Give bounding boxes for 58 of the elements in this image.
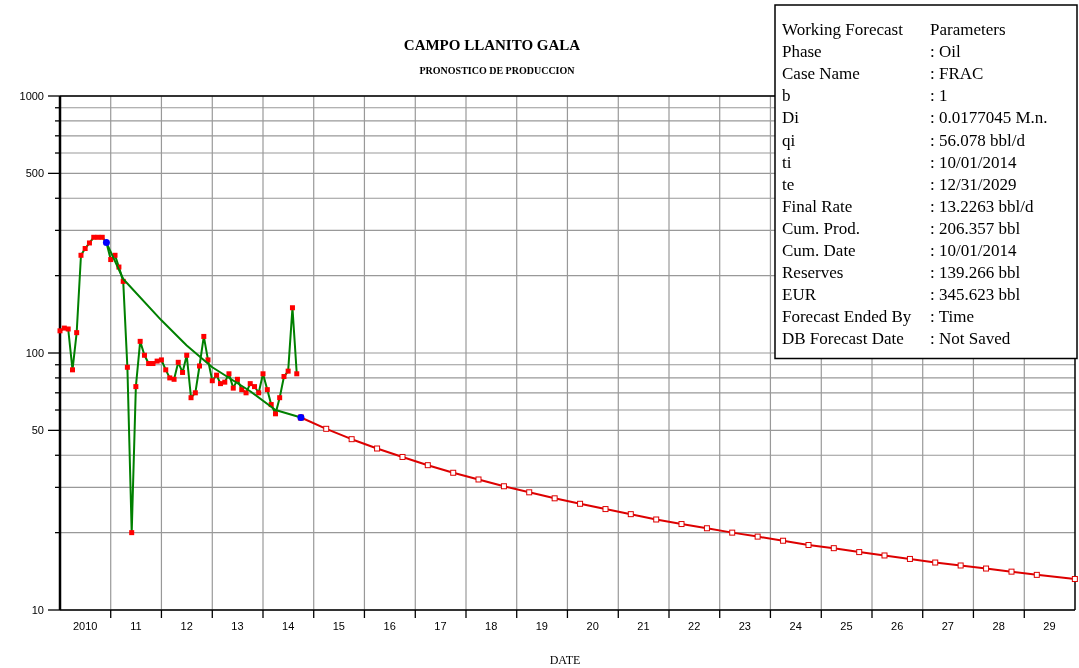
annotation: qi (782, 130, 796, 150)
annotation: : 345.623 bbl (930, 285, 1021, 305)
x-tick-label: 25 (840, 620, 853, 632)
annotation: : Time (930, 307, 974, 327)
annotation: : 10/01/2014 (930, 241, 1017, 260)
chart-subtitle: PRONOSTICO DE PRODUCCION (419, 65, 576, 76)
annotation: : 12/31/2029 (930, 174, 1017, 194)
x-tick-label: 29 (1043, 620, 1056, 632)
annotation: : 13.2263 bbl/d (930, 196, 1034, 216)
y-tick-label: 10 (31, 603, 44, 616)
x-tick-label: 15 (332, 620, 345, 632)
x-tick-label: 24 (789, 620, 802, 632)
x-tick-label: 11 (130, 620, 142, 632)
annotation: ti (782, 152, 792, 172)
text: Case Name (782, 64, 860, 84)
x-tick-label: 26 (891, 620, 904, 632)
y-tick-label: 1000 (19, 89, 44, 102)
annotation: DB Forecast Date (782, 329, 904, 349)
x-tick-label: 13 (231, 620, 244, 632)
x-tick-label: 22 (688, 620, 701, 632)
x-tick-label: 27 (941, 620, 954, 632)
x-tick-label: 14 (282, 620, 295, 632)
y-tick-label: 100 (25, 346, 44, 359)
text: Parameters (930, 20, 1006, 39)
annotation: : 0.0177045 M.n. (930, 108, 1048, 128)
x-tick-label: 20 (586, 620, 599, 632)
annotation: Di (782, 108, 800, 128)
chart-title: CAMPO LLANITO GALA (403, 37, 581, 53)
annotation: : Not Saved (930, 329, 1011, 349)
annotation: Reserves (782, 263, 844, 283)
text: Phase (782, 42, 822, 62)
annotation: : 139.266 bbl (930, 263, 1021, 283)
annotation: : 1 (930, 86, 948, 106)
y-tick-label: 500 (25, 167, 44, 180)
x-tick-label: 17 (434, 620, 447, 632)
annotation: b (782, 86, 791, 106)
annotation: : 56.078 bbl/d (930, 130, 1026, 150)
x-tick-label: 19 (535, 620, 548, 632)
annotation: te (782, 174, 795, 194)
text: : FRAC (930, 64, 984, 84)
annotation: Forecast Ended By (782, 307, 912, 327)
x-tick-label: 23 (738, 620, 751, 632)
x-tick-label: 2010 (72, 620, 98, 632)
annotation: : 206.357 bbl (930, 218, 1021, 238)
x-tick-label: 16 (383, 620, 396, 632)
x-axis-title: DATE (549, 653, 581, 667)
annotation: Cum. Date (782, 241, 856, 260)
x-tick-label: 12 (180, 620, 193, 632)
annotation: : 10/01/2014 (930, 152, 1017, 172)
annotation: Final Rate (782, 196, 853, 216)
text: Working Forecast (782, 20, 904, 39)
y-tick-label: 50 (31, 424, 44, 437)
annotation: Cum. Prod. (782, 218, 860, 238)
annotation: EUR (782, 285, 817, 305)
x-tick-label: 21 (637, 620, 650, 632)
text: : Oil (930, 42, 961, 62)
x-tick-label: 28 (992, 620, 1005, 632)
x-tick-label: 18 (485, 620, 498, 632)
